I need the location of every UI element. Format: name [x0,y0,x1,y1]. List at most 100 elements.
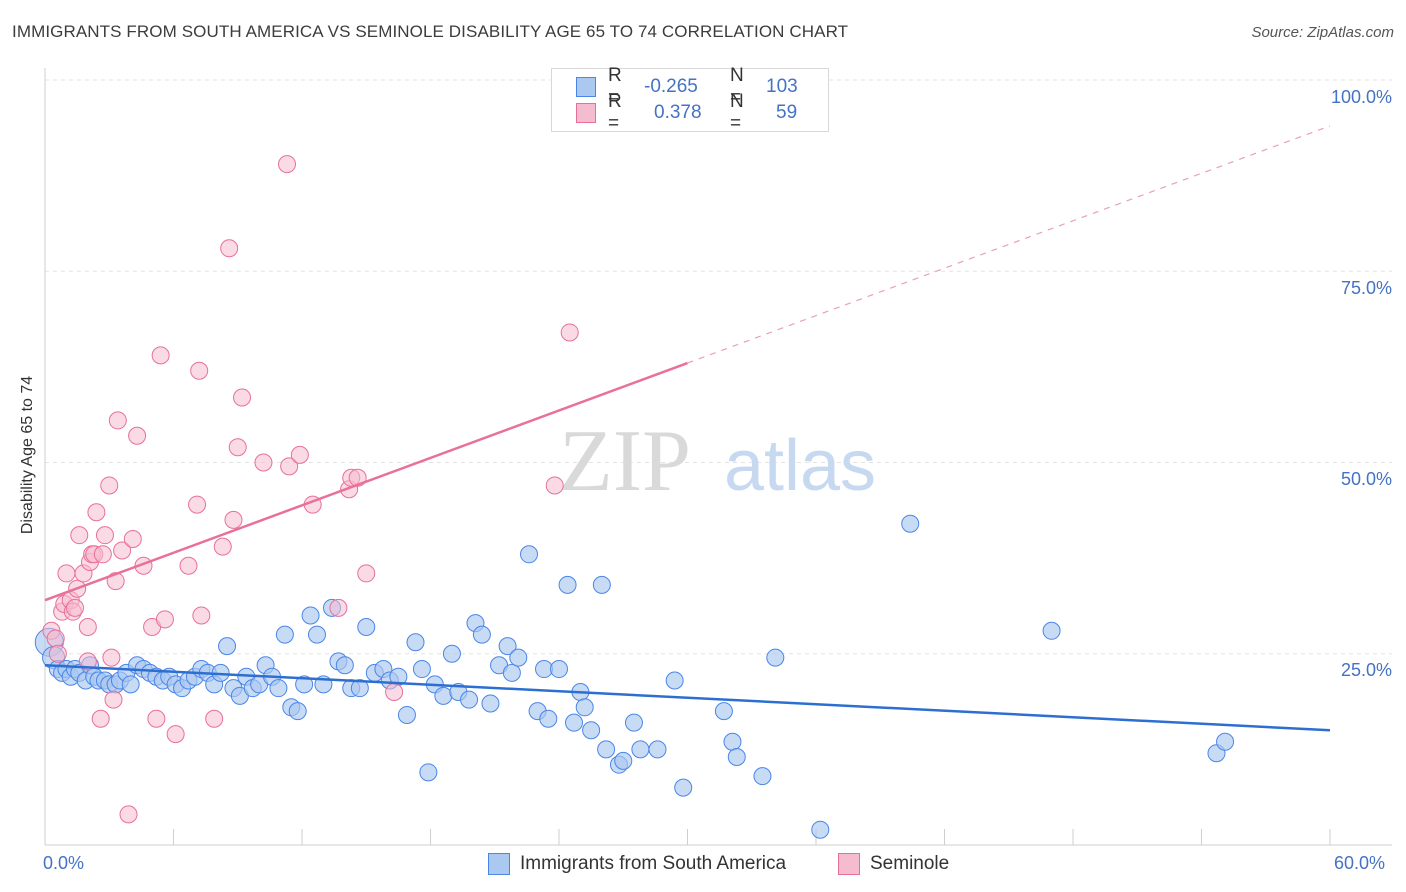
point-seminole [278,155,297,174]
y-tick-100: 100.0% [1330,87,1392,107]
point-seminole [151,346,170,365]
point-seminole [48,644,67,663]
point-immigrants [575,698,594,717]
trend-line-seminole-extension [687,125,1331,364]
point-immigrants [592,575,611,594]
point-seminole [385,683,404,701]
point-seminole [220,239,239,258]
point-immigrants [1042,621,1061,640]
legend-n-value-blue: 103 [766,76,798,97]
x-tick-0: 0.0% [43,853,85,873]
point-immigrants [539,709,558,728]
point-immigrants [335,656,354,675]
point-seminole [147,709,166,728]
trend-line-seminole [44,361,688,602]
point-seminole [357,564,376,583]
point-immigrants [218,637,237,656]
point-immigrants [121,675,140,694]
point-immigrants [419,763,438,782]
point-immigrants [535,660,554,679]
chart-source: Source: ZipAtlas.com [1251,24,1394,41]
point-seminole [95,526,114,545]
point-seminole [113,541,132,560]
bottom-legend-swatch-pink [838,853,860,875]
point-immigrants [509,648,528,667]
point-immigrants [301,606,320,625]
watermark-atlas: atlas [724,426,876,506]
point-seminole [179,556,198,575]
point-immigrants [442,644,461,663]
point-immigrants [434,686,453,705]
trend-line-immigrants [44,663,1331,732]
watermark: ZIP atlas [559,413,876,510]
point-immigrants [714,702,733,721]
point-immigrants [502,663,521,682]
point-seminole [57,564,76,583]
point-immigrants [288,702,307,721]
legend-r-label: R = [608,91,622,134]
point-immigrants [275,625,294,644]
point-immigrants [550,660,568,679]
point-seminole [102,648,121,667]
point-immigrants [753,767,772,786]
point-seminole [560,323,579,342]
point-immigrants [614,751,633,770]
point-seminole [128,426,147,445]
point-seminole [119,805,138,824]
point-seminole [104,690,123,709]
point-seminole [78,652,97,671]
point-immigrants [269,679,288,698]
point-seminole [100,476,119,495]
point-seminole [123,530,142,548]
point-immigrants [350,679,369,698]
point-immigrants [472,625,491,644]
point-seminole [224,510,243,529]
point-seminole [290,445,309,464]
legend-n-value-pink: 59 [776,102,798,123]
point-seminole [205,709,224,728]
point-seminole [213,537,232,556]
point-immigrants [406,633,425,652]
point-immigrants [1216,732,1235,751]
point-immigrants [412,660,431,679]
point-immigrants [901,514,920,533]
y-tick-25: 25.0% [1340,660,1392,680]
bottom-legend-label-immigrants: Immigrants from South America [520,853,787,874]
series-seminole-points [42,155,579,824]
point-seminole [233,388,252,407]
legend-n-label: N = [730,91,744,134]
legend-swatch-pink [576,103,596,123]
point-immigrants [674,778,693,797]
watermark-zip: ZIP [559,413,691,510]
legend-r-value-blue: -0.265 [644,76,698,97]
point-immigrants [766,648,785,667]
point-immigrants [295,675,314,694]
legend-n-label: N = [730,65,744,108]
chart-title: IMMIGRANTS FROM SOUTH AMERICA VS SEMINOL… [12,22,849,41]
point-seminole [188,495,207,514]
point-immigrants [564,713,583,732]
point-immigrants [631,740,650,759]
point-immigrants [723,732,742,751]
point-immigrants [727,748,746,767]
point-seminole [155,610,174,629]
bottom-legend-label-seminole: Seminole [870,853,950,874]
y-tick-50: 50.0% [1340,469,1392,489]
point-seminole [254,453,273,472]
point-seminole [545,476,564,495]
series-immigrants-points [34,514,1235,839]
point-immigrants [558,575,577,594]
point-seminole [329,598,348,617]
point-immigrants [624,713,643,732]
bottom-legend-swatch-blue [488,853,510,875]
point-immigrants [648,740,667,759]
point-seminole [108,411,127,430]
point-seminole [166,725,185,744]
point-seminole [280,457,299,476]
legend-r-label: R = [608,65,622,108]
point-seminole [91,709,110,728]
point-immigrants [582,721,601,740]
point-seminole [228,438,247,457]
x-tick-60: 60.0% [1334,853,1386,873]
point-immigrants [520,545,539,564]
